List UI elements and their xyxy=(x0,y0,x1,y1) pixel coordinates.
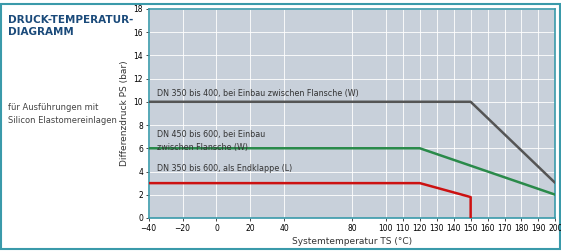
Text: DRUCK-TEMPERATUR-
DIAGRAMM: DRUCK-TEMPERATUR- DIAGRAMM xyxy=(8,15,133,37)
Text: DN 350 bis 400, bei Einbau zwischen Flansche (W): DN 350 bis 400, bei Einbau zwischen Flan… xyxy=(157,89,359,98)
X-axis label: Systemtemperatur TS (°C): Systemtemperatur TS (°C) xyxy=(292,237,412,246)
Text: zwischen Flansche (W): zwischen Flansche (W) xyxy=(157,143,248,152)
Text: DN 350 bis 600, als Endklappe (L): DN 350 bis 600, als Endklappe (L) xyxy=(157,164,292,173)
Text: DN 450 bis 600, bei Einbau: DN 450 bis 600, bei Einbau xyxy=(157,130,265,139)
Y-axis label: Differenzdruck PS (bar): Differenzdruck PS (bar) xyxy=(120,60,130,166)
Text: für Ausführungen mit
Silicon Elastomereinlagen: für Ausführungen mit Silicon Elastomerei… xyxy=(8,103,117,125)
